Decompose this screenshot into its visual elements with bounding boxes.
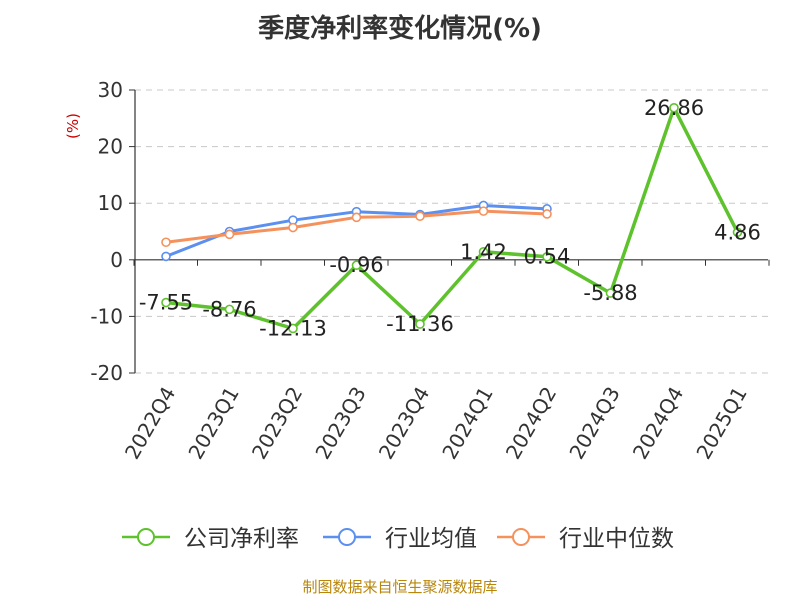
data-label: -11.36 xyxy=(386,312,454,336)
data-point xyxy=(161,297,171,308)
data-point xyxy=(288,222,298,233)
data-point xyxy=(351,212,362,223)
x-tick-label: 2023Q1 xyxy=(183,383,243,464)
data-point xyxy=(669,102,679,113)
y-tick-label: 0 xyxy=(110,248,123,272)
legend-label: 行业均值 xyxy=(385,526,477,552)
legend-marker xyxy=(137,528,155,546)
source-note: 制图数据来自恒生聚源数据库 xyxy=(302,578,498,596)
data-point xyxy=(732,227,743,238)
series-group xyxy=(161,102,743,334)
y-tick-label: -20 xyxy=(90,361,123,385)
data-point xyxy=(415,211,425,222)
data-point xyxy=(542,209,552,219)
x-tick-label: 2024Q2 xyxy=(501,383,561,464)
x-tick-label: 2023Q2 xyxy=(247,383,307,464)
legend: 公司净利率 行业均值 行业中位数 xyxy=(122,526,674,552)
data-label: -12.13 xyxy=(259,316,327,340)
data-label: -8.76 xyxy=(202,297,256,321)
x-tick-label: 2025Q1 xyxy=(691,383,751,464)
y-tick-label: 30 xyxy=(98,78,123,102)
chart-title: 季度净利率变化情况(%) xyxy=(258,14,542,44)
legend-marker xyxy=(512,528,530,546)
x-tick-label: 2024Q4 xyxy=(628,383,688,464)
y-tick-label: 20 xyxy=(98,135,123,159)
data-point xyxy=(478,246,489,257)
data-label: 1.42 xyxy=(460,240,507,264)
x-tick-label: 2023Q3 xyxy=(310,383,370,464)
y-tick-label: -10 xyxy=(90,304,123,328)
data-point xyxy=(161,251,171,262)
data-label: 26.86 xyxy=(644,96,704,120)
data-point xyxy=(351,260,362,271)
x-tick-label: 2022Q4 xyxy=(120,383,180,464)
data-point xyxy=(288,323,298,334)
legend-marker xyxy=(338,528,356,546)
data-label: 4.86 xyxy=(714,220,761,244)
data-label: -0.96 xyxy=(329,253,383,277)
series-line xyxy=(164,106,740,331)
data-point xyxy=(605,288,616,298)
legend-label: 行业中位数 xyxy=(559,526,674,552)
legend-label: 公司净利率 xyxy=(184,526,299,552)
data-point xyxy=(224,304,235,315)
data-point xyxy=(415,319,425,329)
data-label: 0.54 xyxy=(524,245,571,269)
x-tick-label: 2023Q4 xyxy=(374,383,434,464)
data-point xyxy=(161,237,171,248)
x-tick-label: 2024Q3 xyxy=(564,383,624,464)
y-tick-label: 10 xyxy=(98,191,123,215)
data-label: -5.88 xyxy=(583,281,637,305)
x-tick-label: 2024Q1 xyxy=(437,383,497,464)
data-point xyxy=(542,251,552,262)
data-labels: -7.55 -8.76-12.13 -0.96 -11.36 1.42 0.54 -5.88… xyxy=(139,96,761,341)
data-label: -7.55 xyxy=(139,291,193,315)
y-axis-label: (%) xyxy=(64,113,82,139)
data-point xyxy=(478,206,489,216)
data-point xyxy=(224,229,235,240)
